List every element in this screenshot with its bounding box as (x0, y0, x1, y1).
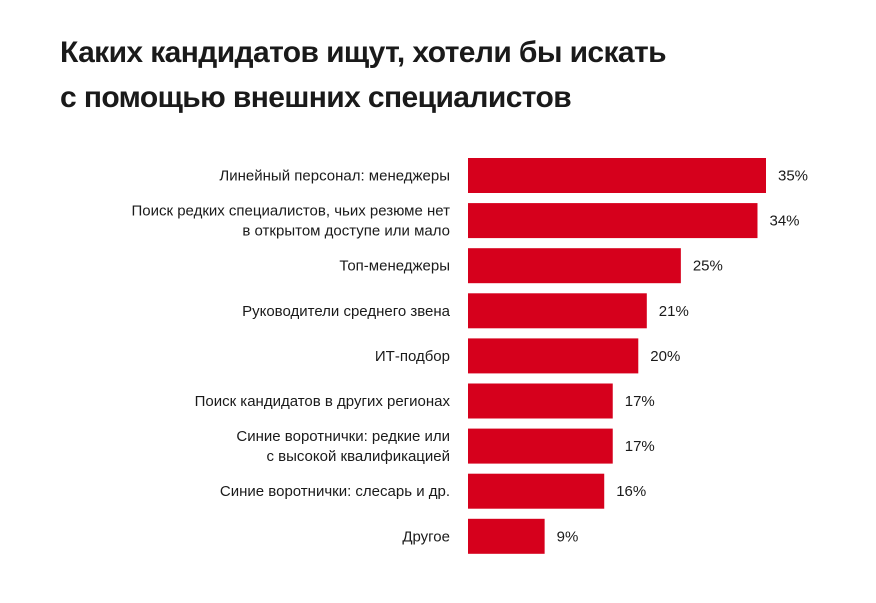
bar-2 (468, 203, 758, 239)
bar-4 (468, 293, 647, 329)
value-label-6: 17% (625, 393, 655, 410)
value-label-7: 17% (625, 438, 655, 455)
value-label-2: 34% (769, 213, 799, 230)
category-label-6: Поиск кандидатов в других регионах (195, 393, 451, 410)
value-label-5: 20% (650, 348, 680, 365)
value-label-8: 16% (616, 483, 646, 500)
bar-9 (468, 518, 545, 554)
value-label-3: 25% (693, 258, 723, 275)
category-label-5: ИТ-подбор (375, 348, 450, 365)
category-label-4: Руководители среднего звена (242, 303, 451, 320)
category-label-9: Другое (402, 528, 450, 545)
bar-8 (468, 473, 605, 509)
bar-7 (468, 428, 613, 464)
category-label-7-line-1: Синие воротнички: редкие или (236, 428, 450, 445)
category-label-8: Синие воротнички: слесарь и др. (220, 483, 450, 500)
category-label-2-line-2: в открытом доступе или мало (242, 223, 450, 240)
bar-6 (468, 383, 613, 419)
category-label-7-line-2: с высокой квалификацией (266, 448, 450, 465)
chart-title-line-1: Каких кандидатов ищут, хотели бы искать (60, 36, 667, 69)
bar-5 (468, 338, 639, 374)
value-label-1: 35% (778, 168, 808, 185)
bar-3 (468, 248, 681, 284)
category-label-3: Топ-менеджеры (339, 258, 450, 275)
value-label-4: 21% (659, 303, 689, 320)
chart-title: Каких кандидатов ищут, хотели бы искать … (60, 30, 840, 120)
category-label-2-line-1: Поиск редких специалистов, чьих резюме н… (131, 203, 450, 220)
category-label-1: Линейный персонал: менеджеры (219, 168, 450, 185)
value-label-9: 9% (557, 528, 579, 545)
chart-title-line-2: с помощью внешних специалистов (60, 81, 572, 114)
bar-1 (468, 158, 766, 193)
